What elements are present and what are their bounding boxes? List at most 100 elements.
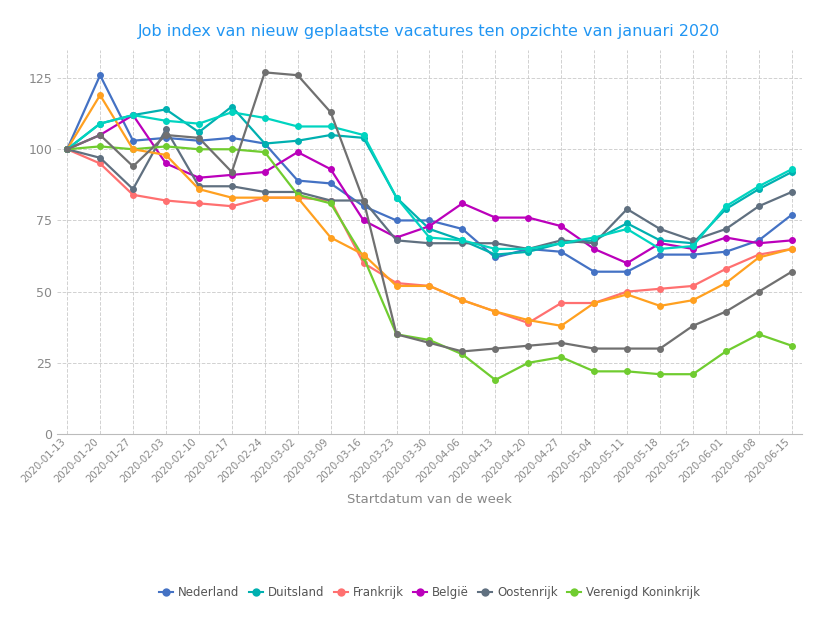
Frankrijk — [721, 265, 730, 273]
Duitsland — [655, 237, 665, 244]
Verenigd Koninkrijk — [260, 148, 270, 156]
Canada — [787, 166, 797, 173]
Spanje — [754, 288, 764, 295]
Frankrijk — [326, 197, 335, 204]
Verenigde Staten — [589, 299, 599, 307]
Spanje — [622, 345, 632, 352]
Frankrijk — [787, 245, 797, 252]
Verenigde Staten — [326, 234, 335, 241]
Frankrijk — [655, 285, 665, 293]
Verenigd Koninkrijk — [589, 368, 599, 375]
Duitsland — [293, 137, 303, 144]
Duitsland — [358, 134, 368, 141]
Duitsland — [425, 225, 434, 232]
Frankrijk — [457, 296, 467, 304]
Canada — [457, 237, 467, 244]
België — [622, 259, 632, 267]
Spanje — [721, 308, 730, 316]
Frankrijk — [358, 259, 368, 267]
Oostenrijk — [556, 237, 566, 244]
Verenigde Staten — [128, 146, 138, 153]
Oostenrijk — [622, 205, 632, 213]
Oostenrijk — [128, 185, 138, 193]
België — [392, 234, 402, 241]
Verenigde Staten — [754, 254, 764, 261]
Nederland — [227, 134, 236, 141]
Verenigd Koninkrijk — [688, 371, 698, 378]
Duitsland — [556, 239, 566, 247]
Nederland — [326, 180, 335, 187]
Spanje — [260, 69, 270, 76]
Verenigde Staten — [293, 194, 303, 202]
Verenigde Staten — [392, 282, 402, 290]
Canada — [589, 234, 599, 241]
Line: Canada: Canada — [65, 110, 794, 252]
Duitsland — [457, 237, 467, 244]
Spanje — [95, 131, 105, 139]
Verenigde Staten — [655, 302, 665, 309]
Verenigde Staten — [161, 151, 171, 159]
Verenigde Staten — [227, 194, 236, 202]
België — [721, 234, 730, 241]
Oostenrijk — [293, 188, 303, 196]
Frankrijk — [425, 282, 434, 290]
Duitsland — [62, 146, 72, 153]
Nederland — [358, 203, 368, 210]
Verenigd Koninkrijk — [754, 330, 764, 338]
Canada — [491, 245, 501, 252]
X-axis label: Startdatum van de week: Startdatum van de week — [347, 493, 512, 506]
Verenigde Staten — [358, 251, 368, 259]
Duitsland — [227, 103, 236, 110]
Verenigde Staten — [491, 308, 501, 316]
Frankrijk — [589, 299, 599, 307]
Canada — [655, 245, 665, 252]
Spanje — [227, 168, 236, 175]
Line: België: België — [65, 112, 794, 266]
Verenigde Staten — [194, 185, 204, 193]
Nederland — [194, 137, 204, 144]
Nederland — [457, 225, 467, 232]
Nederland — [425, 217, 434, 224]
Frankrijk — [491, 308, 501, 316]
Verenigde Staten — [425, 282, 434, 290]
Canada — [622, 225, 632, 232]
Verenigd Koninkrijk — [622, 368, 632, 375]
Canada — [326, 123, 335, 130]
Verenigd Koninkrijk — [194, 146, 204, 153]
België — [293, 148, 303, 156]
Verenigd Koninkrijk — [227, 146, 236, 153]
Oostenrijk — [787, 188, 797, 196]
Nederland — [622, 268, 632, 275]
Canada — [128, 112, 138, 119]
Verenigd Koninkrijk — [62, 146, 72, 153]
België — [425, 223, 434, 230]
België — [688, 245, 698, 252]
Oostenrijk — [425, 239, 434, 247]
Verenigd Koninkrijk — [556, 353, 566, 361]
Oostenrijk — [655, 225, 665, 232]
Verenigd Koninkrijk — [358, 254, 368, 261]
Duitsland — [128, 112, 138, 119]
Nederland — [721, 248, 730, 255]
Nederland — [655, 251, 665, 259]
België — [589, 245, 599, 252]
Duitsland — [721, 205, 730, 213]
Oostenrijk — [62, 146, 72, 153]
Spanje — [425, 339, 434, 347]
Oostenrijk — [227, 182, 236, 190]
Spanje — [688, 322, 698, 329]
België — [161, 160, 171, 167]
Verenigde Staten — [556, 322, 566, 329]
België — [62, 146, 72, 153]
Frankrijk — [227, 203, 236, 210]
Spanje — [62, 146, 72, 153]
Nederland — [95, 71, 105, 79]
Duitsland — [754, 185, 764, 193]
Spanje — [161, 131, 171, 139]
Verenigd Koninkrijk — [326, 200, 335, 207]
Line: Oostenrijk: Oostenrijk — [65, 126, 794, 252]
Verenigd Koninkrijk — [392, 330, 402, 338]
Spanje — [556, 339, 566, 347]
Verenigde Staten — [95, 91, 105, 99]
Nederland — [293, 177, 303, 184]
